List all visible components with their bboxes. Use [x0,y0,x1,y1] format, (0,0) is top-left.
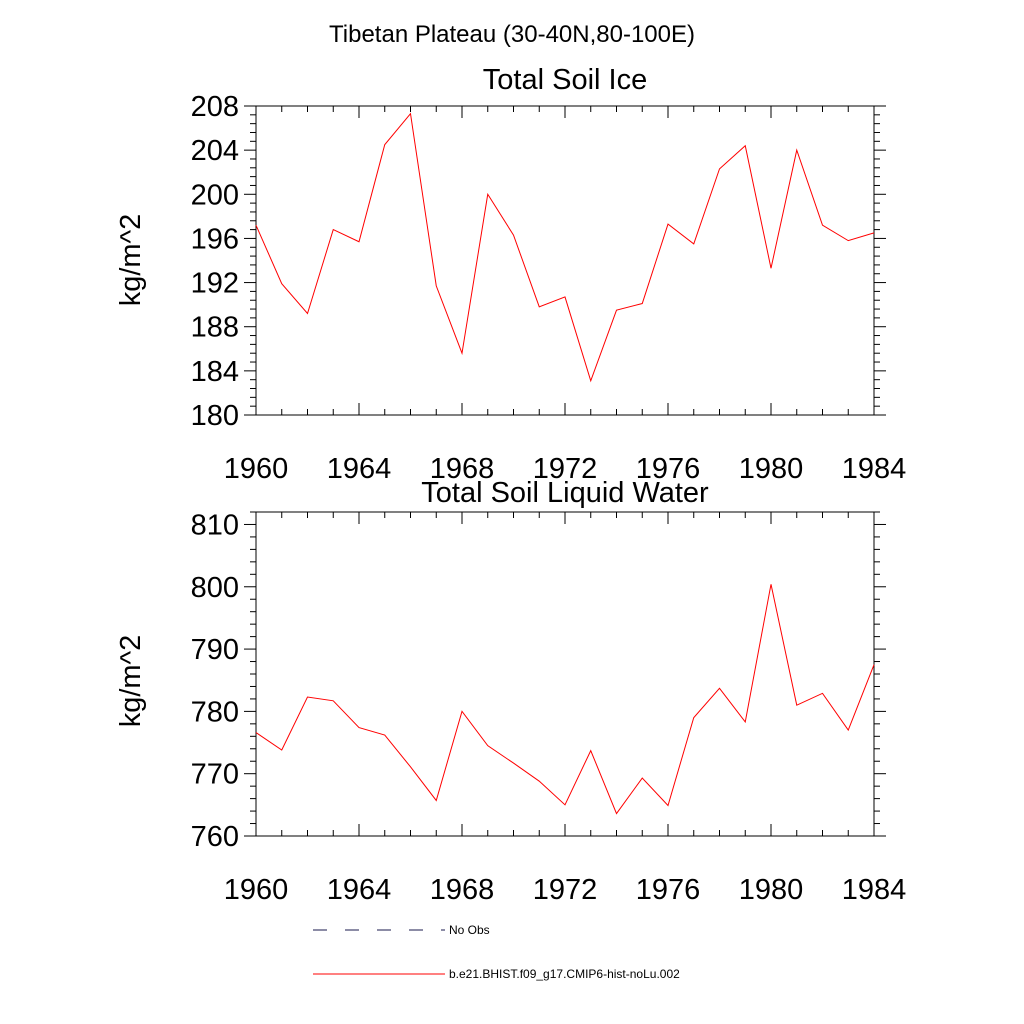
x-tick-label: 1980 [739,874,804,906]
legend: No Obs b.e21.BHIST.f09_g17.CMIP6-hist-no… [313,923,680,981]
legend-label-model-run: b.e21.BHIST.f09_g17.CMIP6-hist-noLu.002 [449,967,680,981]
x-tick-label: 1976 [636,453,701,485]
chart-panel-soil-liquid-water: Total Soil Liquid Water kg/m^2 1960 1964 1… [115,477,906,906]
y-tick-label: 800 [191,572,239,604]
y-tick-label: 780 [191,696,239,728]
figure-title: Tibetan Plateau (30-40N,80-100E) [329,21,695,48]
x-tick-label: 1984 [842,453,907,485]
y-tick-label: 760 [191,821,239,853]
x-tick-label: 1976 [636,874,701,906]
plot-frame [255,511,875,837]
y-tick-label: 184 [191,356,239,388]
y-tick-label: 770 [191,759,239,791]
y-tick-label: 188 [191,312,239,344]
plot-frame [255,105,875,416]
y-axis-label: kg/m^2 [115,214,147,307]
series-line [255,112,875,383]
x-tick-label: 1968 [430,874,495,906]
chart-panel-soil-ice: Total Soil Ice kg/m^2 1960 1964 1968 1972 19… [115,64,906,485]
y-tick-label: 790 [191,634,239,666]
x-tick-label: 1980 [739,453,804,485]
x-tick-label: 1972 [533,453,598,485]
y-tick-label: 180 [191,400,239,432]
series-line [255,584,875,815]
chart-title: Total Soil Liquid Water [421,477,709,509]
legend-label-no-obs: No Obs [449,923,490,937]
y-tick-label: 204 [191,135,239,167]
y-tick-label: 196 [191,223,239,255]
x-tick-label: 1964 [327,874,392,906]
x-tick-label: 1972 [533,874,598,906]
x-tick-label: 1984 [842,874,907,906]
chart-title: Total Soil Ice [483,64,647,96]
y-axis-label: kg/m^2 [115,635,147,728]
y-tick-label: 208 [191,91,239,123]
y-tick-label: 810 [191,509,239,541]
x-tick-label: 1960 [224,453,289,485]
x-tick-label: 1960 [224,874,289,906]
y-tick-label: 192 [191,268,239,300]
y-tick-label: 200 [191,179,239,211]
x-tick-label: 1964 [327,453,392,485]
x-tick-label: 1968 [430,453,495,485]
